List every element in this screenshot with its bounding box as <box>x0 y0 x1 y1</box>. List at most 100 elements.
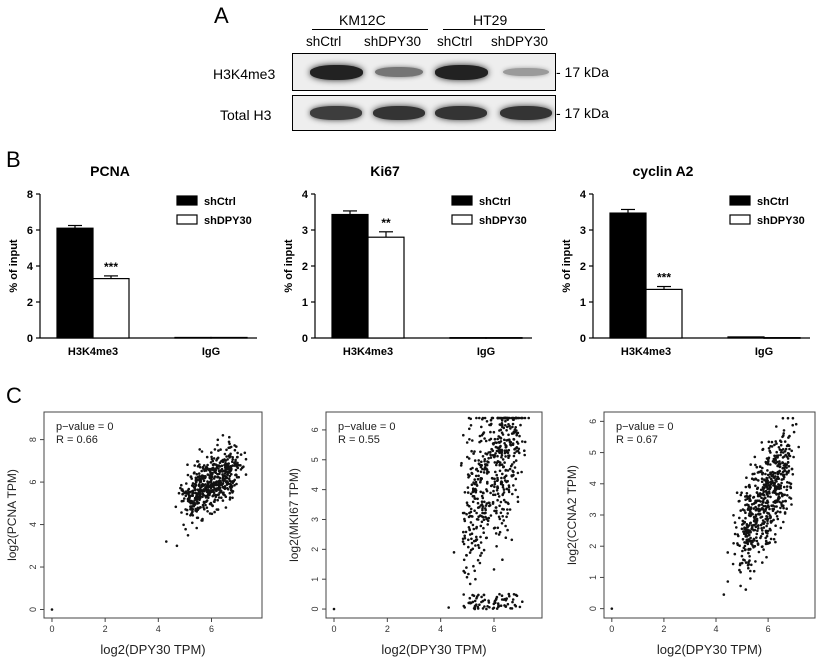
data-point <box>231 496 234 500</box>
data-point <box>187 487 191 491</box>
data-point <box>204 483 207 486</box>
data-point <box>183 497 186 500</box>
data-point <box>217 480 220 483</box>
data-point <box>480 595 483 599</box>
data-point <box>762 483 766 486</box>
data-point <box>491 502 495 505</box>
data-point <box>493 461 497 464</box>
data-point <box>755 519 759 522</box>
data-point <box>210 473 214 476</box>
data-point <box>225 476 228 479</box>
data-point <box>209 489 212 493</box>
data-point <box>204 475 207 479</box>
data-point <box>481 455 485 458</box>
data-point <box>514 477 518 481</box>
data-point <box>212 477 216 480</box>
data-point <box>470 537 473 541</box>
data-point <box>495 511 498 515</box>
data-point <box>235 476 239 479</box>
data-point <box>497 460 500 464</box>
data-point <box>506 469 510 472</box>
data-point <box>744 511 747 514</box>
data-point <box>752 569 756 573</box>
data-point <box>756 529 759 532</box>
stat-annotation: R = 0.66 <box>56 434 98 446</box>
data-point <box>494 598 498 601</box>
data-point <box>472 594 476 598</box>
data-point <box>756 487 759 490</box>
data-point <box>503 461 506 464</box>
chart-title: PCNA <box>90 163 130 179</box>
data-point <box>779 443 783 447</box>
data-point <box>502 465 505 469</box>
data-point <box>486 519 490 523</box>
data-point <box>779 451 783 454</box>
data-point <box>469 467 473 471</box>
western-blot-total-h3 <box>292 95 556 131</box>
data-point <box>201 495 204 499</box>
data-point <box>768 449 771 453</box>
data-point <box>746 564 750 567</box>
data-point <box>465 566 468 569</box>
data-point <box>236 463 240 467</box>
data-point <box>485 607 488 611</box>
data-point <box>743 544 747 548</box>
data-point <box>775 488 778 491</box>
data-point <box>228 498 232 501</box>
data-point <box>184 494 188 497</box>
data-point <box>471 439 474 442</box>
data-point <box>231 460 234 463</box>
blot-band-h3k4me3-lane-4 <box>502 67 550 77</box>
data-point <box>221 478 225 481</box>
data-point <box>750 563 753 567</box>
data-point <box>479 524 483 528</box>
data-point <box>762 504 765 508</box>
data-point <box>198 492 202 495</box>
bar-shctrl-h3k4me3 <box>56 227 94 339</box>
data-point <box>509 427 512 430</box>
data-point <box>501 433 505 436</box>
data-point <box>496 437 499 441</box>
data-point <box>501 558 504 561</box>
data-point <box>515 447 518 450</box>
legend-swatch-shdpy30 <box>176 214 198 225</box>
data-point <box>180 488 184 492</box>
group-underline-km12c <box>312 29 428 30</box>
data-point <box>786 461 790 464</box>
data-point <box>210 457 214 461</box>
data-point <box>768 491 771 495</box>
data-point <box>760 527 763 530</box>
x-tick-label: 2 <box>661 624 666 634</box>
data-point <box>792 430 796 434</box>
data-point <box>783 512 787 515</box>
data-point <box>755 465 759 469</box>
data-point <box>194 478 198 482</box>
x-tick-label: 0 <box>49 624 54 634</box>
data-point <box>213 488 216 491</box>
data-point <box>216 457 219 460</box>
y-tick-label: 0 <box>588 606 598 611</box>
data-point <box>493 480 497 483</box>
data-point <box>743 520 746 524</box>
data-point <box>774 511 778 515</box>
western-blot-h3k4me3 <box>292 53 556 91</box>
data-point <box>733 552 737 556</box>
data-point <box>739 570 742 574</box>
data-point <box>184 508 187 511</box>
data-point <box>481 515 485 519</box>
data-point <box>502 488 506 491</box>
data-point <box>768 507 771 511</box>
data-point <box>754 499 757 503</box>
data-point <box>773 454 776 458</box>
data-point <box>776 470 780 474</box>
data-point <box>226 473 229 476</box>
data-point <box>198 448 201 451</box>
data-point <box>485 502 489 505</box>
data-point <box>774 540 777 544</box>
data-point <box>776 517 780 521</box>
data-point <box>782 432 785 435</box>
data-point <box>746 495 749 499</box>
data-point <box>747 566 750 570</box>
data-point <box>192 491 195 495</box>
data-point <box>747 548 750 551</box>
